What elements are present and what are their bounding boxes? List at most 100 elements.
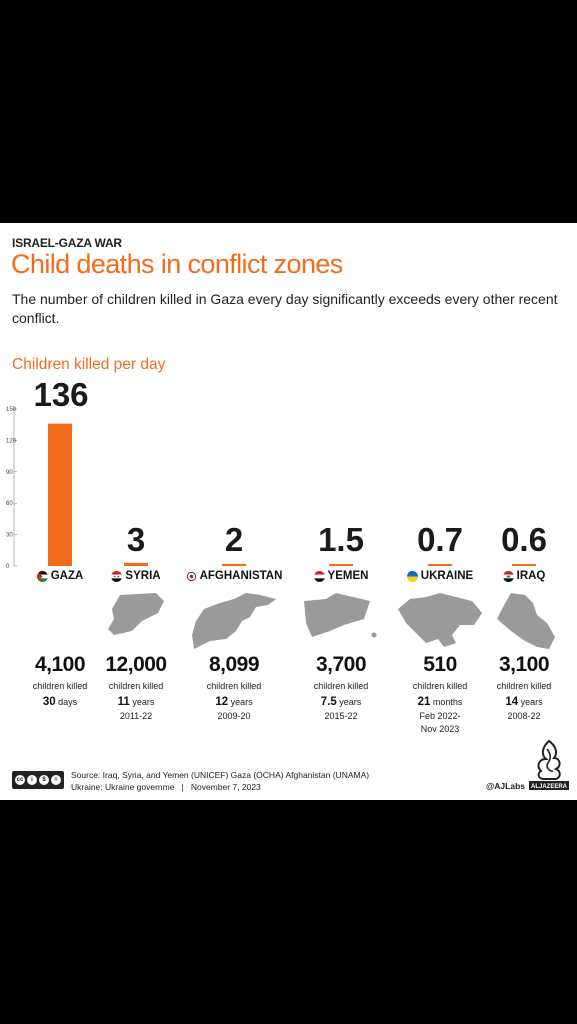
duration: 11 years xyxy=(83,696,189,708)
svg-text:ALJAZEERA: ALJAZEERA xyxy=(531,784,568,790)
bar-syria xyxy=(124,562,148,566)
country-name: UKRAINE xyxy=(420,570,474,582)
source-line-1: Source: Iraq, Syria, and Yemen (UNICEF) … xyxy=(71,770,370,780)
duration: 14 years xyxy=(471,696,577,708)
value-label-syria: 3 xyxy=(127,521,145,558)
country-label: AFGHANISTAN xyxy=(181,569,287,583)
value-label-iraq: 0.6 xyxy=(501,521,547,558)
period-line-1: 2015-22 xyxy=(324,711,358,721)
country-label: UKRAINE xyxy=(387,569,493,583)
source-line-2: Ukraine: Ukraine governme | November 7, … xyxy=(71,782,261,792)
children-killed-label: children killed xyxy=(412,681,468,691)
country-label: IRAQ xyxy=(471,569,577,583)
subtitle: The number of children killed in Gaza ev… xyxy=(12,291,558,326)
period-line-1: 2008-22 xyxy=(507,711,541,721)
country-name: SYRIA xyxy=(125,570,161,582)
ukraine-flag-icon xyxy=(406,570,418,582)
infographic-card: ISRAEL-GAZA WAR Child deaths in conflict… xyxy=(0,223,577,800)
period: 2009-20 xyxy=(181,710,287,723)
country-column-iraq: IRAQ 3,100 children killed 14 years 2008-22 xyxy=(471,569,577,739)
value-label-afghanistan: 2 xyxy=(225,521,243,558)
y-tick-label: 90 xyxy=(6,470,13,476)
country-column-syria: SYRIA 12,000 children killed 11 years 2011-2… xyxy=(83,569,189,739)
ajlabs-credit: @AJLabs xyxy=(486,781,525,791)
chart-ylabel: Children killed per day xyxy=(12,356,166,373)
bar-gaza xyxy=(48,423,72,566)
duration-unit: years xyxy=(339,697,362,707)
duration-number: 7.5 xyxy=(320,696,337,708)
iraq-flag-icon xyxy=(502,570,514,582)
country-column-ukraine: UKRAINE 510 children killed 21 months Feb 20… xyxy=(387,569,493,739)
bar-yemen xyxy=(329,564,353,566)
yemen-map-icon xyxy=(288,591,394,645)
children-killed-count: 510 xyxy=(423,653,457,676)
yemen-flag-icon xyxy=(313,570,325,582)
country-label: SYRIA xyxy=(83,569,189,583)
bar-chart: 0 30 60 90 120 150 136 3 2 1.5 0.7 0.6 xyxy=(6,376,547,570)
children-killed-count: 8,099 xyxy=(208,653,260,676)
source-note: Source: Iraq, Syria, and Yemen (UNICEF) … xyxy=(71,769,369,793)
period: Feb 2022- Nov 2023 xyxy=(387,710,493,736)
period: 2011-22 xyxy=(83,710,189,723)
children-killed-label: children killed xyxy=(108,681,164,691)
duration: 30 days xyxy=(7,696,113,708)
country-name: GAZA xyxy=(50,570,84,582)
value-label-ukraine: 0.7 xyxy=(417,521,463,558)
country-name: YEMEN xyxy=(327,570,369,582)
country-column-gaza: GAZA 4,100 children killed 30 days xyxy=(7,569,113,739)
bar-ukraine xyxy=(428,564,452,566)
creative-commons-icon: cc i $ = xyxy=(12,771,64,789)
afghanistan-flag-icon xyxy=(185,570,197,582)
children-killed-label: children killed xyxy=(496,681,552,691)
country-label: GAZA xyxy=(7,569,113,583)
country-name: AFGHANISTAN xyxy=(199,570,283,582)
duration: 21 months xyxy=(387,696,493,708)
duration-unit: days xyxy=(58,697,78,707)
page-title: Child deaths in conflict zones xyxy=(11,249,343,279)
bar-iraq xyxy=(512,564,536,566)
y-tick-label: 150 xyxy=(6,407,17,413)
children-killed-count: 3,100 xyxy=(498,653,550,676)
country-column-afghanistan: AFGHANISTAN 8,099 children killed 12 years 2… xyxy=(181,569,287,739)
country-columns: GAZA 4,100 children killed 30 days SYRIA 12,0… xyxy=(0,569,577,739)
duration-number: 14 xyxy=(505,696,519,708)
iraq-map-icon xyxy=(471,591,577,653)
y-tick-label: 0 xyxy=(6,564,10,570)
value-label-gaza: 136 xyxy=(33,376,88,413)
syria-flag-icon xyxy=(111,570,123,582)
al-jazeera-logo: ALJAZEERA xyxy=(529,739,569,790)
duration-number: 12 xyxy=(215,696,229,708)
country-column-yemen: YEMEN 3,700 children killed 7.5 years 2015-2… xyxy=(288,569,394,739)
duration-number: 11 xyxy=(117,696,130,708)
duration: 12 years xyxy=(181,696,287,708)
y-tick-label: 30 xyxy=(6,533,13,539)
children-killed-count: 3,700 xyxy=(315,653,367,676)
period: 2008-22 xyxy=(471,710,577,723)
children-killed-count: 4,100 xyxy=(34,653,86,676)
y-tick-label: 120 xyxy=(6,438,17,444)
duration: 7.5 years xyxy=(288,696,394,708)
duration-unit: years xyxy=(230,697,253,707)
palestine-flag-icon xyxy=(36,570,48,582)
period-line-2: Nov 2023 xyxy=(420,724,460,734)
bar-afghanistan xyxy=(222,563,246,566)
period-line-1: 2009-20 xyxy=(217,711,251,721)
ukraine-map-icon xyxy=(387,591,493,653)
children-killed-label: children killed xyxy=(206,681,262,691)
period-line-1: Feb 2022- xyxy=(419,711,461,721)
kicker: ISRAEL-GAZA WAR xyxy=(12,236,122,250)
duration-number: 30 xyxy=(42,696,56,708)
country-label: YEMEN xyxy=(288,569,394,583)
duration-unit: years xyxy=(132,697,155,707)
duration-unit: months xyxy=(432,697,463,707)
duration-number: 21 xyxy=(417,696,431,708)
afghanistan-map-icon xyxy=(181,591,287,653)
children-killed-label: children killed xyxy=(313,681,369,691)
y-tick-label: 60 xyxy=(6,501,13,507)
syria-map-icon xyxy=(83,591,189,637)
duration-unit: years xyxy=(520,697,543,707)
value-label-yemen: 1.5 xyxy=(318,521,364,558)
children-killed-count: 12,000 xyxy=(105,653,167,676)
children-killed-label: children killed xyxy=(32,681,88,691)
country-name: IRAQ xyxy=(516,570,546,582)
